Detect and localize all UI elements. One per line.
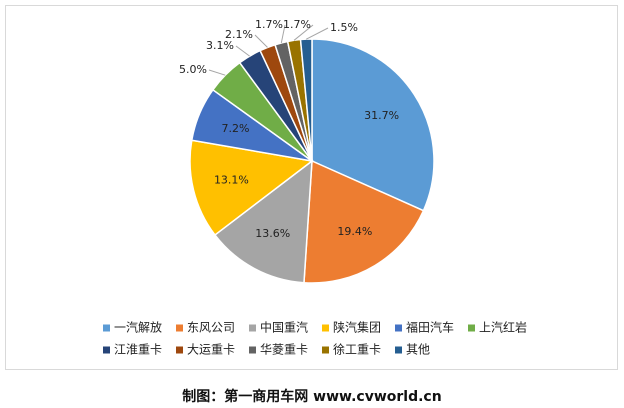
pie-slice [311,38,435,212]
data-label: 7.2% [222,122,250,135]
legend-label: 陕汽集团 [333,320,381,335]
legend-swatch [103,346,110,354]
data-label: 3.1% [206,39,234,52]
leader-line [293,24,314,41]
data-label: 1.7% [283,18,311,31]
legend-swatch [103,324,110,332]
legend-swatch [395,346,402,354]
data-label: 13.6% [255,227,290,240]
data-label: 1.7% [255,18,283,31]
data-label: 19.4% [337,225,372,238]
data-label: 5.0% [179,63,207,76]
legend-swatch [322,324,329,332]
legend-label: 华菱重卡 [260,343,308,357]
data-label: 13.1% [214,174,249,187]
data-label: 2.1% [225,28,253,41]
leader-line [208,69,226,76]
leader-line [254,34,268,48]
legend-swatch [322,346,329,354]
source-caption: 制图：第一商用车网 www.cvworld.cn [182,388,441,405]
pie-slice [299,38,313,162]
legend-label: 上汽红岩 [479,320,527,335]
leader-line [306,27,329,40]
legend-label: 江淮重卡 [114,343,162,357]
legend-label: 一汽解放 [114,320,162,335]
leader-line [235,45,250,57]
leader-line [280,24,286,44]
legend-label: 徐工重卡 [333,342,381,357]
legend-swatch [176,346,183,354]
data-label: 31.7% [364,109,399,122]
legend-swatch [249,346,256,354]
legend-label: 中国重汽 [260,320,308,335]
pie-slice [213,159,313,284]
legend-swatch [468,324,475,332]
data-label: 1.5% [330,21,358,34]
legend-label: 福田汽车 [406,320,454,335]
pie-slice [189,139,314,237]
legend-swatch [176,324,183,332]
pie-slice [303,159,425,284]
legend-label: 大运重卡 [187,343,235,357]
legend-label: 其他 [406,343,430,357]
legend-label: 东风公司 [187,321,235,335]
legend-swatch [249,324,256,332]
legend-swatch [395,324,402,332]
